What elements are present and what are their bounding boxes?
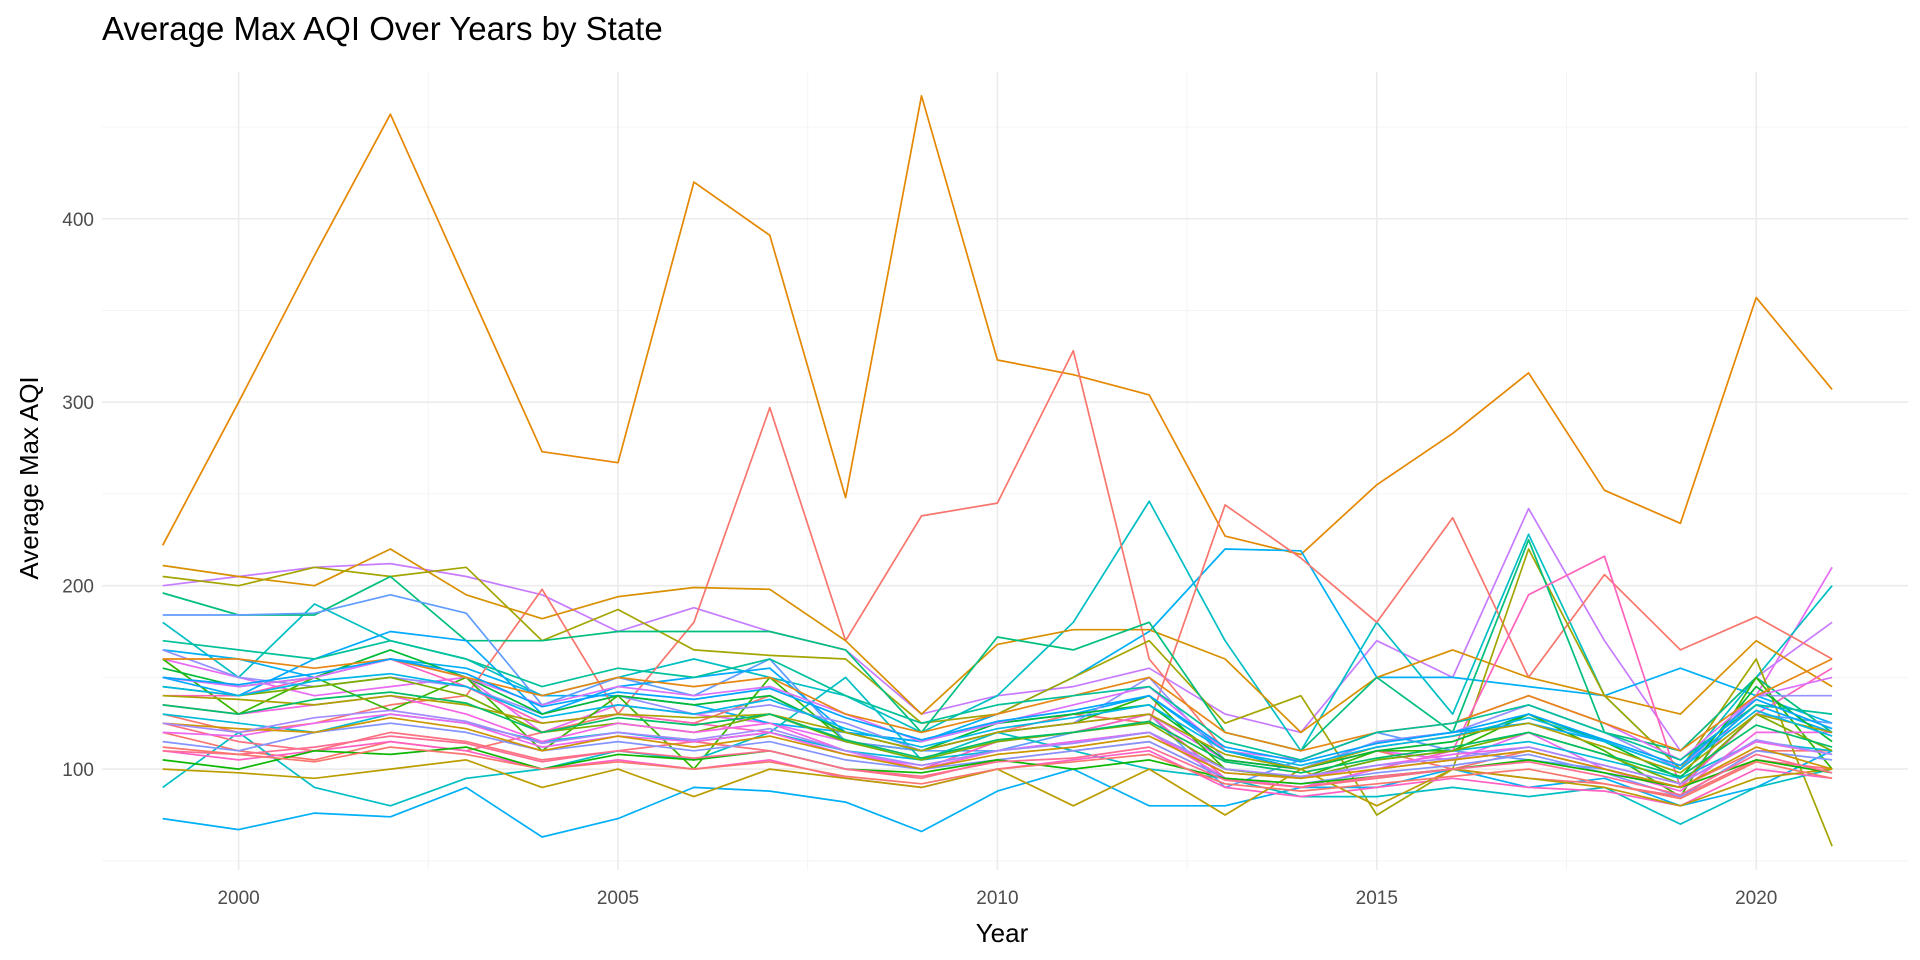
series-line-35 [162, 691, 1833, 778]
tick-labels: 2000 2005 2010 2015 2020 100 200 300 400 [62, 210, 1777, 909]
series-lines [161, 94, 1833, 847]
y-tick-label: 300 [62, 393, 94, 414]
series-line-37 [162, 746, 1833, 800]
x-tick-label: 2005 [597, 888, 639, 909]
x-axis-title: Year [976, 918, 1029, 948]
y-tick-label: 400 [62, 210, 94, 231]
series-line-30 [162, 746, 1833, 789]
series-line-25 [162, 658, 1833, 752]
series-line-13 [162, 750, 1833, 838]
y-tick-label: 200 [62, 577, 94, 598]
x-tick-label: 2020 [1735, 888, 1777, 909]
y-axis-title: Average Max AQI [14, 376, 44, 579]
series-line-10 [162, 538, 1833, 752]
x-tick-label: 2000 [217, 888, 259, 909]
chart-title: Average Max AQI Over Years by State [102, 10, 663, 47]
series-line-38 [162, 658, 1833, 767]
series-line-1 [161, 94, 1833, 556]
series-line-33 [162, 716, 1833, 789]
series-line-29 [162, 694, 1833, 774]
y-tick-label: 100 [62, 760, 94, 781]
x-tick-label: 2015 [1356, 888, 1398, 909]
series-line-32 [162, 672, 1833, 770]
x-tick-label: 2010 [976, 888, 1018, 909]
series-line-34 [162, 735, 1833, 796]
series-line-36 [162, 709, 1833, 785]
series-line-26 [162, 639, 1833, 761]
series-line-8 [162, 548, 1833, 734]
